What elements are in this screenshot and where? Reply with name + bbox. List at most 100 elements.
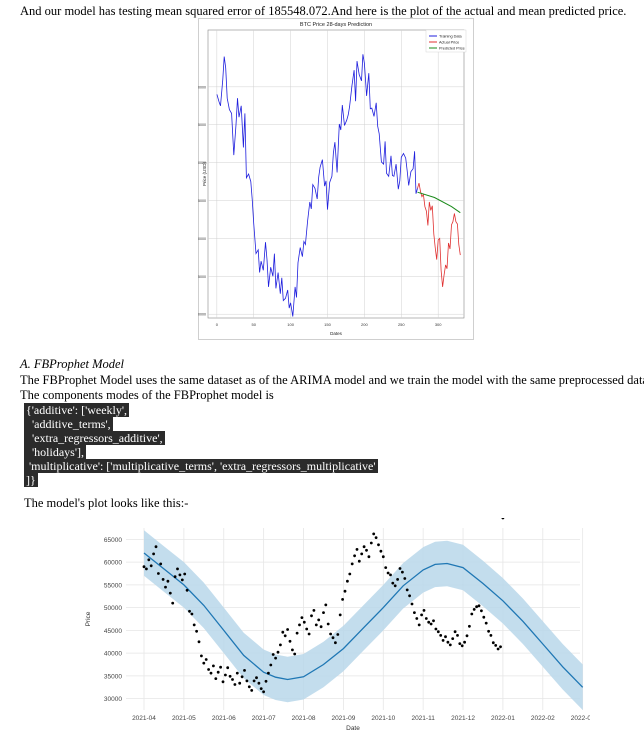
observed-point — [501, 518, 505, 520]
observed-point — [441, 639, 445, 642]
observed-point — [348, 572, 352, 576]
observed-point — [302, 620, 306, 624]
observed-point — [295, 631, 299, 635]
observed-point — [487, 629, 490, 633]
y-tick-label: 40000 — [104, 651, 122, 658]
y-tick-label: 65000 — [104, 537, 122, 544]
observed-point — [310, 614, 313, 618]
legend-label: Actual Price — [439, 41, 459, 45]
y-tick-label: 30000 — [198, 313, 206, 317]
observed-point — [259, 687, 263, 690]
observed-point — [224, 673, 227, 677]
observed-point — [212, 664, 215, 668]
observed-point — [159, 562, 163, 566]
observed-point — [219, 665, 223, 669]
observed-point — [262, 690, 265, 694]
observed-point — [398, 567, 402, 570]
intro-text: And our model has testing mean squared e… — [20, 4, 627, 18]
observed-point — [477, 604, 481, 608]
y-tick-label: 50000 — [104, 605, 122, 612]
observed-point — [293, 652, 297, 656]
observed-point — [147, 558, 151, 562]
observed-point — [343, 589, 347, 593]
observed-point — [480, 609, 483, 613]
x-tick-label: 50 — [252, 322, 257, 327]
legend-label: Predicted Price — [439, 47, 465, 51]
observed-point — [240, 675, 244, 679]
observed-point — [154, 545, 158, 549]
observed-point — [436, 630, 440, 634]
observed-point — [396, 578, 399, 581]
x-tick-label: 100 — [287, 322, 294, 327]
observed-point — [360, 552, 364, 556]
y-tick-label: 50000 — [198, 161, 206, 165]
observed-point — [247, 685, 251, 689]
observed-point — [448, 643, 452, 647]
observed-point — [336, 633, 340, 636]
code-line: 'multiplicative': ['multiplicative_terms… — [24, 459, 378, 473]
observed-point — [496, 647, 500, 651]
y-tick-label: 55000 — [104, 582, 122, 589]
x-tick-label: 2021-04 — [132, 715, 156, 722]
x-tick-label: 2021-07 — [252, 715, 276, 722]
x-tick-label: 2021-05 — [172, 715, 196, 722]
observed-point — [267, 671, 270, 675]
y-tick-label: 30000 — [104, 696, 122, 703]
x-tick-label: 300 — [435, 322, 442, 327]
chart-title: BTC Price 28-days Prediction — [300, 22, 372, 28]
observed-point — [312, 609, 316, 612]
observed-point — [231, 678, 234, 681]
observed-point — [494, 644, 498, 647]
observed-point — [384, 566, 388, 569]
observed-point — [434, 627, 438, 631]
observed-point — [460, 644, 464, 648]
observed-point — [470, 612, 474, 616]
x-tick-label: 2022-02 — [531, 715, 555, 722]
x-tick-label: 2021-08 — [292, 715, 316, 722]
plot-area — [207, 29, 465, 319]
observed-point — [166, 579, 170, 583]
observed-point — [283, 634, 287, 638]
observed-point — [161, 578, 165, 581]
observed-point — [386, 571, 390, 575]
observed-point — [451, 637, 455, 640]
y-tick-label: 60000 — [104, 560, 122, 567]
observed-point — [420, 613, 423, 617]
y-axis-label: Price — [85, 611, 92, 626]
observed-point — [142, 565, 146, 569]
observed-point — [243, 669, 246, 672]
observed-point — [252, 679, 256, 683]
observed-point — [257, 681, 261, 685]
code-line: ]} — [24, 473, 38, 487]
observed-point — [314, 623, 318, 627]
code-line: 'extra_regressors_additive', — [24, 431, 165, 445]
y-axis-label: Price (USD) — [202, 162, 207, 187]
observed-point — [279, 643, 282, 647]
observed-point — [446, 640, 450, 644]
observed-point — [264, 679, 268, 683]
observed-point — [221, 680, 225, 684]
observed-point — [367, 555, 371, 559]
observed-point — [300, 616, 304, 619]
observed-point — [149, 564, 153, 568]
observed-point — [393, 584, 397, 588]
paragraph-components: The components modes of the FBProphet mo… — [20, 388, 274, 402]
observed-point — [432, 619, 435, 623]
observed-point — [499, 645, 502, 649]
y-tick-label: 40000 — [198, 237, 206, 241]
observed-point — [216, 670, 220, 674]
fbprophet-forecast-chart: 30000 35000 40000 45000 50000 55000 60000 65000… — [85, 518, 590, 732]
observed-point — [422, 609, 426, 612]
code-line: 'holidays'], — [24, 445, 86, 459]
paragraph-dataset: The FBProphet Model uses the same datase… — [20, 373, 644, 387]
observed-point — [326, 622, 330, 626]
x-tick-label: 0 — [216, 322, 219, 327]
observed-point — [353, 554, 356, 558]
x-tick-label: 2021-12 — [451, 715, 475, 722]
observed-point — [173, 575, 177, 579]
observed-point — [482, 615, 486, 619]
observed-point — [456, 634, 459, 637]
observed-point — [453, 630, 457, 634]
observed-point — [475, 605, 478, 609]
observed-point — [298, 623, 301, 627]
